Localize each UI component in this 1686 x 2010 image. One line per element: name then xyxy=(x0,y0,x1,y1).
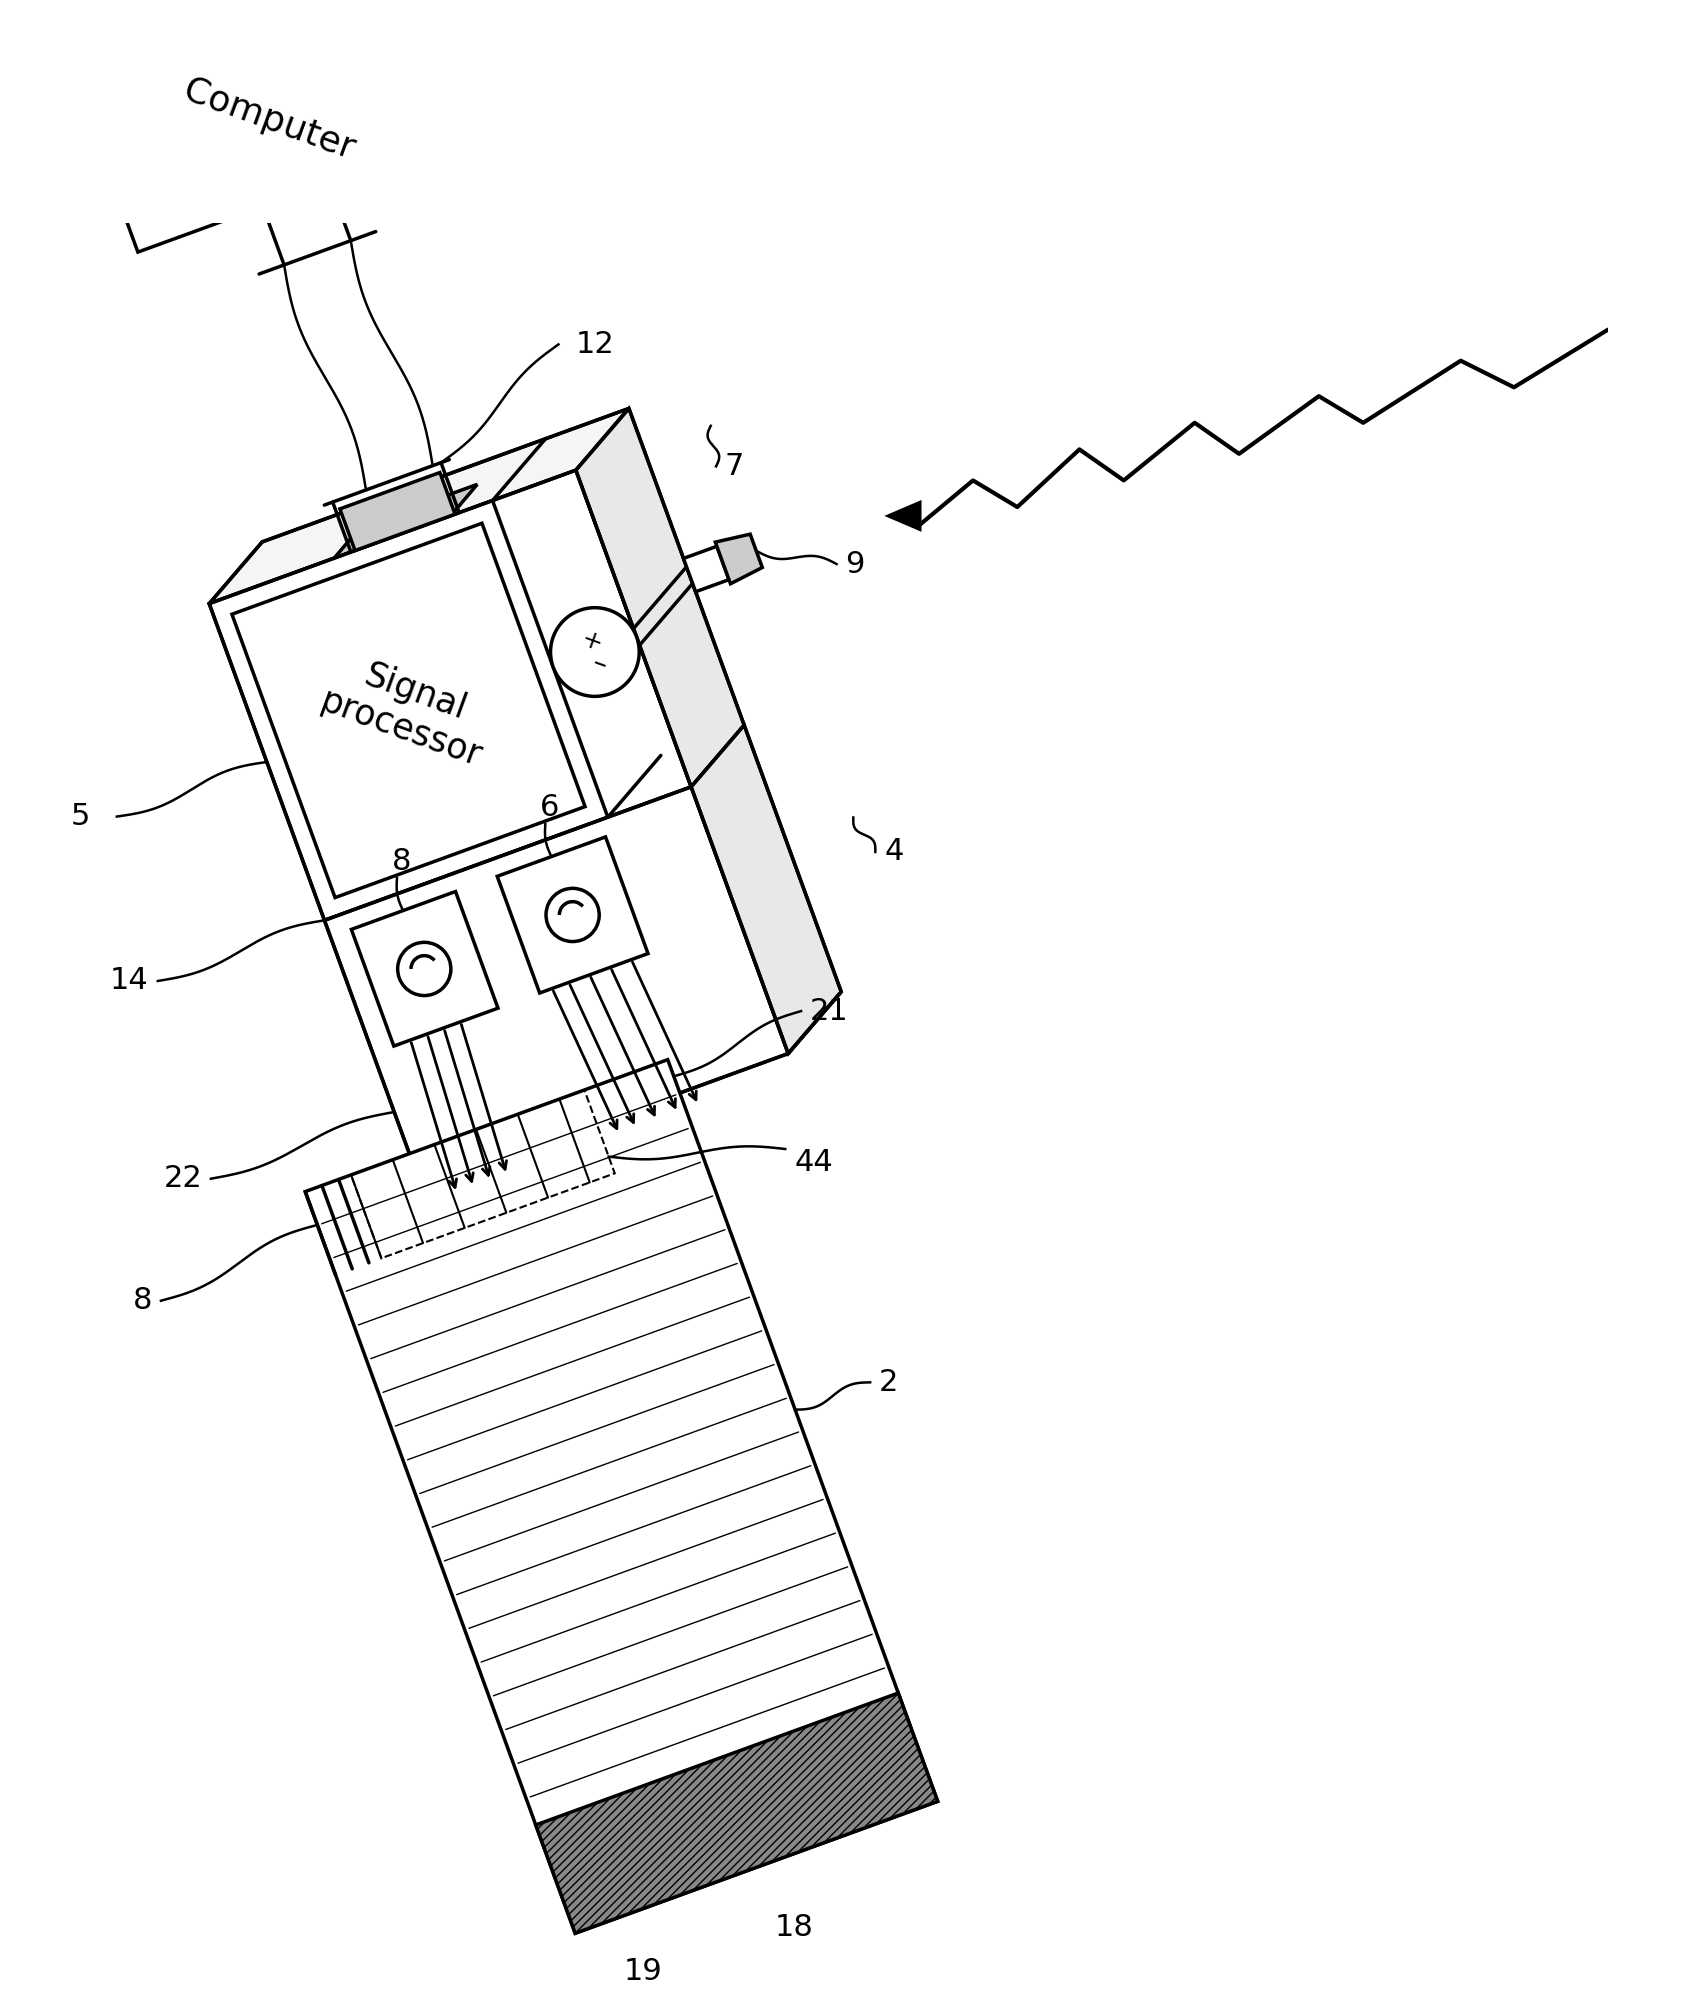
Text: 10: 10 xyxy=(250,0,288,2)
Text: 6: 6 xyxy=(540,794,560,822)
Polygon shape xyxy=(351,892,497,1045)
Text: 7: 7 xyxy=(725,452,744,480)
Text: 2: 2 xyxy=(878,1369,899,1397)
Polygon shape xyxy=(324,786,789,1188)
Text: 9: 9 xyxy=(845,549,865,579)
Text: 22: 22 xyxy=(164,1164,202,1194)
Text: +: + xyxy=(577,627,605,657)
Polygon shape xyxy=(536,1692,937,1934)
Text: Signal
processor: Signal processor xyxy=(317,647,501,774)
Text: 14: 14 xyxy=(110,967,148,995)
Polygon shape xyxy=(497,836,647,993)
Polygon shape xyxy=(683,547,728,591)
Text: 18: 18 xyxy=(776,1914,814,1942)
Text: 19: 19 xyxy=(624,1958,663,1986)
Polygon shape xyxy=(341,472,455,551)
Text: 12: 12 xyxy=(577,330,615,360)
Text: 4: 4 xyxy=(883,838,904,866)
Polygon shape xyxy=(233,523,585,898)
Circle shape xyxy=(551,607,639,695)
Polygon shape xyxy=(691,726,841,1053)
Polygon shape xyxy=(83,0,455,251)
Text: 8: 8 xyxy=(133,1286,152,1315)
Polygon shape xyxy=(334,484,477,559)
Text: 8: 8 xyxy=(391,846,411,876)
Text: –: – xyxy=(588,649,610,679)
Polygon shape xyxy=(715,535,762,583)
Text: 44: 44 xyxy=(794,1148,833,1176)
Text: Computer: Computer xyxy=(179,72,359,167)
Polygon shape xyxy=(209,470,691,921)
Text: 21: 21 xyxy=(809,997,848,1025)
Polygon shape xyxy=(889,502,921,529)
Polygon shape xyxy=(577,408,744,786)
Polygon shape xyxy=(305,1059,937,1934)
Polygon shape xyxy=(209,408,629,603)
Text: 5: 5 xyxy=(71,802,91,830)
